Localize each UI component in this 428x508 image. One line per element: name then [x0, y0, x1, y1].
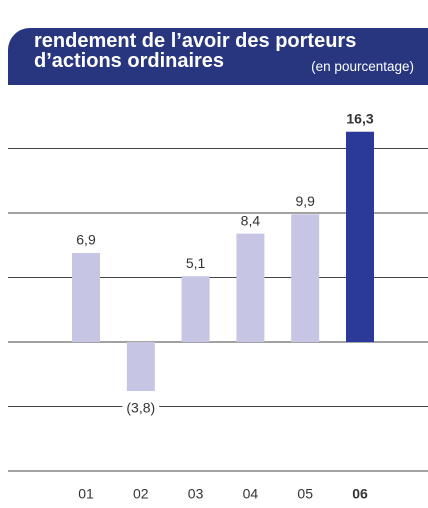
data-label: 16,3 [346, 110, 373, 126]
x-tick-label: 06 [352, 486, 368, 502]
chart-subtitle: (en pourcentage) [311, 59, 414, 74]
data-label: 9,9 [295, 193, 315, 209]
data-label: 5,1 [186, 255, 206, 271]
data-label: 8,4 [241, 212, 261, 228]
x-tick-label: 01 [78, 486, 94, 502]
bar [291, 214, 320, 342]
data-label: 6,9 [76, 232, 96, 248]
x-tick-label: 05 [297, 486, 313, 502]
bar [346, 131, 374, 342]
x-tick-label: 03 [188, 486, 204, 502]
chart-title: rendement de l’avoir des porteurs d’acti… [34, 30, 357, 72]
header: rendement de l’avoir des porteurs d’acti… [8, 28, 428, 85]
data-label: (3,8) [126, 400, 155, 416]
label-background [122, 399, 160, 416]
x-tick-label: 04 [243, 486, 259, 502]
x-tick-label: 02 [133, 486, 149, 502]
bar [236, 233, 265, 342]
bar [126, 342, 155, 392]
bar [181, 276, 210, 342]
bar [72, 252, 100, 342]
